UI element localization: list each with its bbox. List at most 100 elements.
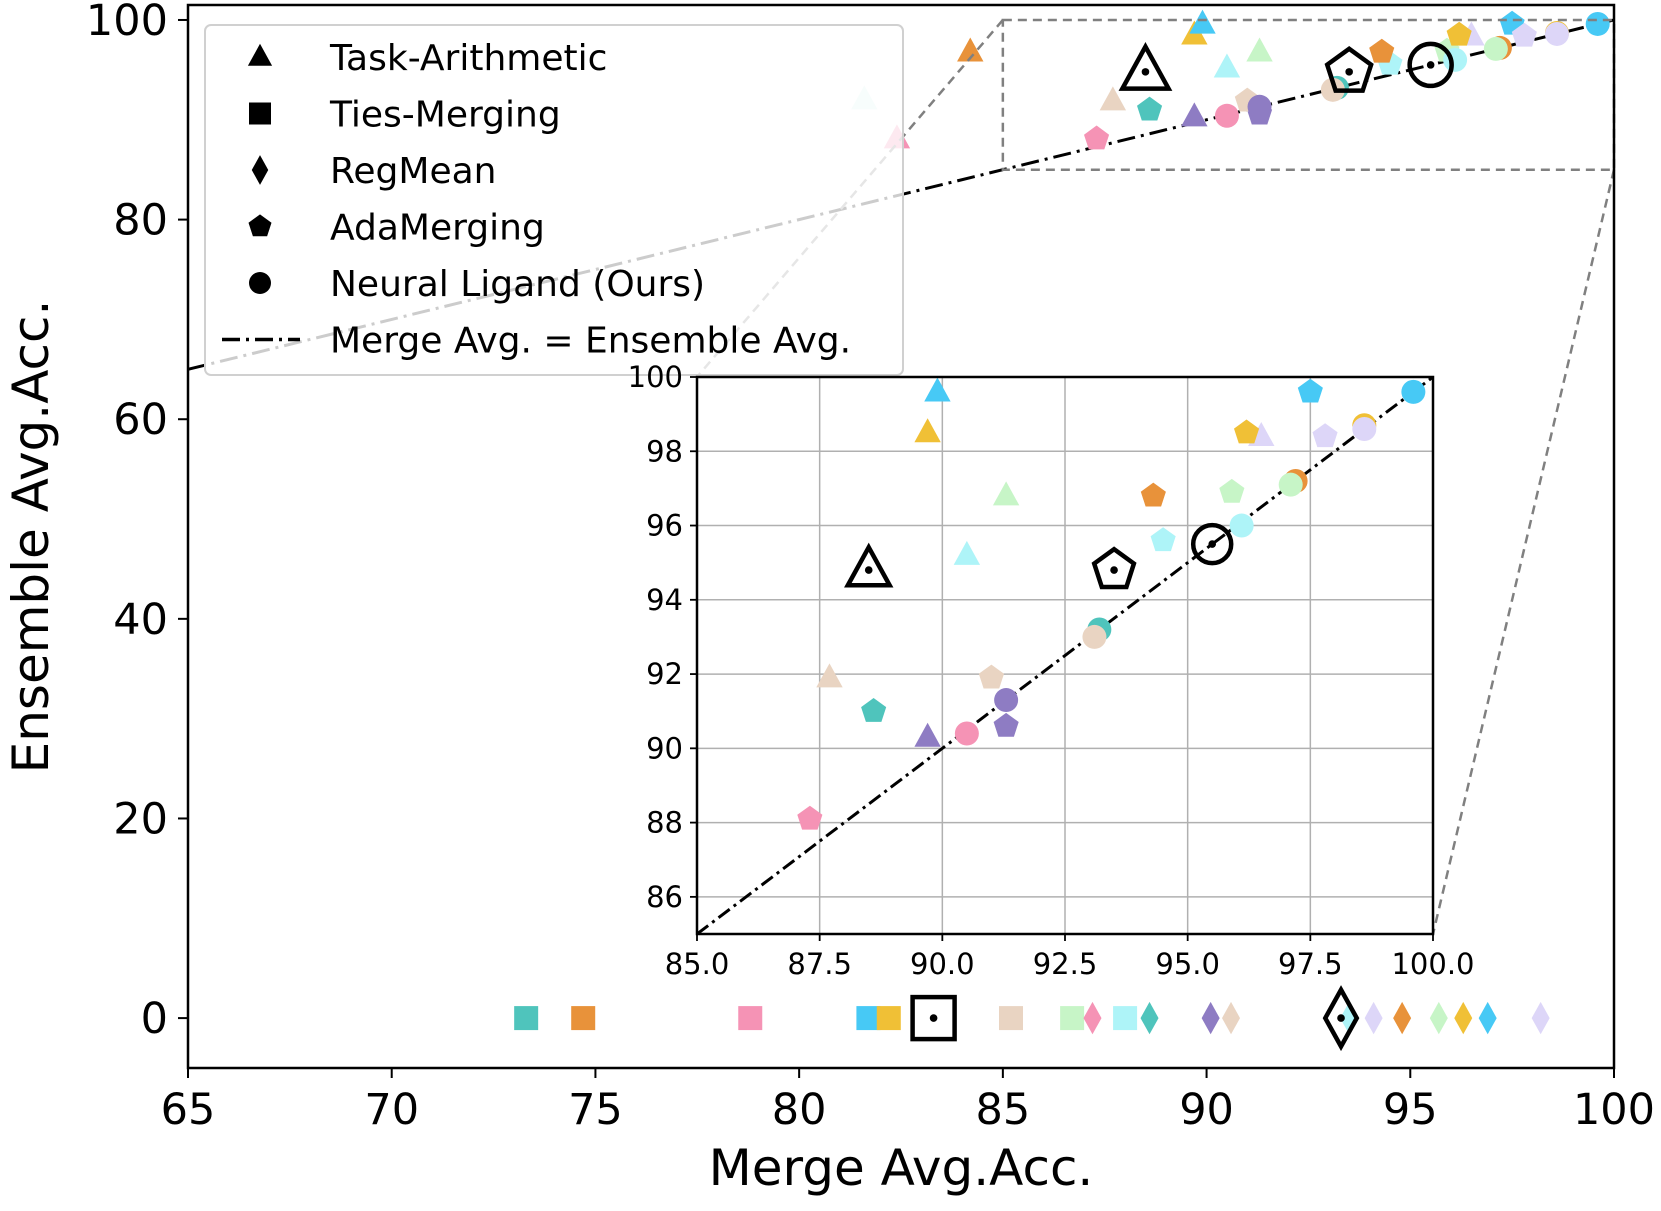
inset-y-tick-label: 100 (628, 360, 683, 394)
average-center-dot (1110, 566, 1118, 574)
x-tick-label: 65 (161, 1085, 216, 1135)
inset-y-tick-label: 94 (646, 583, 683, 617)
inset-circle-point (1278, 472, 1303, 497)
inset-pentagon-point (1140, 482, 1166, 507)
circle-point (1483, 36, 1508, 61)
diamond-point (1393, 1001, 1412, 1035)
average-diamond-marker (1322, 985, 1360, 1052)
legend: Task-Arithmetic Ties-Merging RegMean AdaMer… (204, 24, 904, 376)
inset-y-tick-label: 90 (646, 731, 683, 765)
legend-label: AdaMerging (330, 208, 545, 249)
inset-pentagon-point (993, 712, 1019, 737)
triangle-point (1099, 86, 1127, 111)
triangle-point (1181, 102, 1208, 127)
average-center-dot (1141, 68, 1150, 76)
inset-triangle-point (914, 722, 941, 747)
inset-pentagon-point (978, 664, 1004, 689)
triangle-point (1246, 37, 1273, 62)
average-center-dot (1345, 68, 1353, 76)
legend-label: RegMean (330, 151, 496, 192)
zoom-connector-right (1431, 169, 1616, 935)
inset-y-tick-label: 88 (646, 806, 683, 840)
average-center-dot (1337, 1014, 1345, 1022)
diamond-point (1222, 1001, 1241, 1035)
inset-y-tick-label: 98 (646, 434, 683, 468)
inset-x-tick-label: 97.5 (1278, 947, 1343, 981)
inset-circle-point (1401, 379, 1426, 404)
inset-x-tick-label: 90.0 (910, 947, 975, 981)
pentagon-point (1137, 96, 1163, 121)
y-tick-label: 80 (113, 196, 168, 246)
legend-label: Merge Avg. = Ensemble Avg. (330, 321, 851, 362)
legend-label: Neural Ligand (Ours) (330, 264, 705, 305)
triangle-point (957, 37, 984, 62)
square-point (1113, 1006, 1138, 1031)
square-point (1060, 1006, 1085, 1031)
inset-triangle-point (816, 663, 843, 688)
legend-triangle-swatch (247, 43, 273, 66)
inset-triangle-point (924, 377, 951, 402)
pentagon-point (1511, 22, 1537, 47)
inset-x-tick-label: 100.0 (1391, 947, 1474, 981)
square-point (856, 1006, 881, 1031)
pentagon-point (1084, 125, 1110, 150)
inset-circle-point (994, 688, 1019, 713)
inset-x-tick-label: 95.0 (1155, 947, 1220, 981)
average-circle-marker (1190, 522, 1234, 566)
inset-pentagon-point (1219, 478, 1245, 503)
inset-pentagon-point (1312, 423, 1338, 448)
inset-pentagon-point (1297, 378, 1323, 403)
circle-point (1544, 21, 1569, 46)
y-tick-label: 40 (113, 595, 168, 645)
inset-circle-point (1352, 416, 1377, 441)
average-pentagon-marker (1324, 46, 1374, 93)
legend-diamond-swatch (251, 155, 269, 185)
square-point (999, 1006, 1024, 1031)
inset-circle-point (1082, 624, 1107, 649)
y-tick-label: 0 (141, 994, 168, 1044)
inset-x-tick-label: 85.0 (665, 947, 730, 981)
square-point (571, 1006, 596, 1031)
circle-point (1247, 94, 1272, 119)
inset-circle-point (954, 721, 979, 746)
diamond-point (1364, 1001, 1383, 1035)
main-axes-frame (186, 3, 1616, 1070)
diamond-point (1429, 1001, 1448, 1035)
x-tick-label: 75 (568, 1085, 623, 1135)
inset-x-tick-label: 87.5 (787, 947, 852, 981)
main-ticks: 65 70 75 80 85 90 95 100 0 20 40 60 80 100 (86, 0, 1655, 1135)
triangle-point (1189, 9, 1216, 34)
average-pentagon-marker (1091, 546, 1137, 590)
average-triangle-marker (1118, 42, 1173, 91)
inset-pentagon-point (797, 805, 823, 830)
legend-label: Task-Arithmetic (329, 38, 607, 79)
legend-circle-swatch (249, 272, 271, 294)
inset-clipped-content (697, 377, 1433, 934)
legend-square-swatch (249, 102, 271, 125)
inset-y-tick-label: 86 (646, 880, 683, 914)
inset-y-tick-label: 92 (646, 657, 683, 691)
y-axis-label: Ensemble Avg.Acc. (2, 300, 60, 774)
inset-pentagon-point (1234, 419, 1260, 444)
inset-pentagon-point (861, 698, 887, 722)
inset-x-tick-label: 92.5 (1033, 947, 1098, 981)
pentagon-point (1369, 38, 1395, 63)
diamond-point (1083, 1001, 1102, 1035)
square-point (876, 1006, 901, 1031)
diamond-point (1478, 1001, 1497, 1035)
x-tick-label: 85 (975, 1085, 1030, 1135)
x-axis-label: Merge Avg.Acc. (709, 1139, 1094, 1197)
zoom-region-box (1001, 18, 1616, 171)
legend-label: Ties-Merging (329, 95, 561, 136)
square-point (738, 1006, 763, 1031)
inset-pentagon-point (1150, 527, 1176, 552)
average-circle-marker (1407, 41, 1454, 89)
inset-y-tick-label: 96 (646, 509, 683, 543)
diamond-point (1201, 1001, 1220, 1035)
diamond-point (1454, 1001, 1473, 1035)
diamond-point (1531, 1001, 1550, 1035)
triangle-point (1213, 53, 1241, 78)
diamond-point (1140, 1001, 1159, 1035)
average-triangle-marker (844, 542, 894, 588)
inset-circle-point (1229, 513, 1254, 538)
